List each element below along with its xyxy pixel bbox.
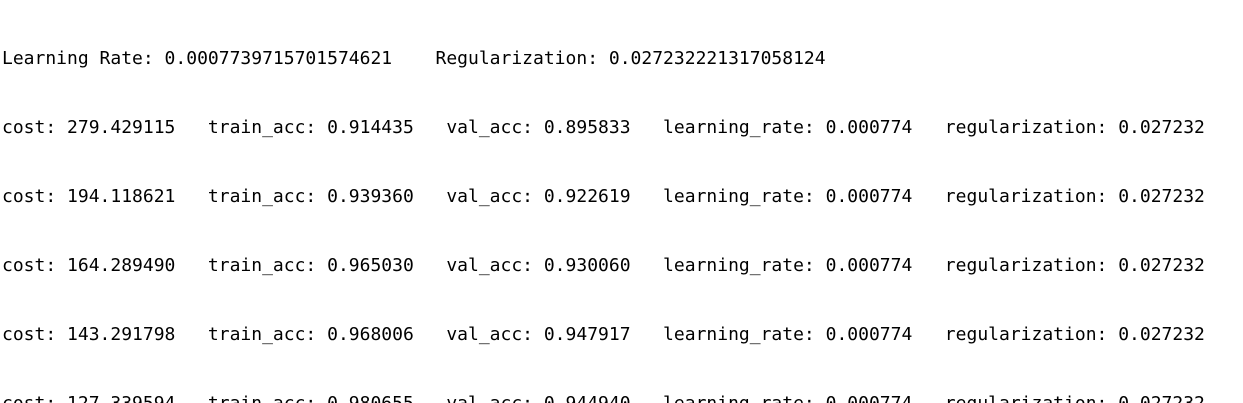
log-line: cost: 279.429115 train_acc: 0.914435 val… [2, 117, 1205, 138]
log-line: cost: 127.339594 train_acc: 0.980655 val… [2, 392, 1242, 403]
log-line: cost: 164.289490 train_acc: 0.965030 val… [2, 255, 1205, 276]
header-line: Learning Rate: 0.0007739715701574621 Reg… [2, 48, 826, 69]
log-line: cost: 143.291798 train_acc: 0.968006 val… [2, 324, 1205, 345]
log-line: cost: 194.118621 train_acc: 0.939360 val… [2, 186, 1205, 207]
